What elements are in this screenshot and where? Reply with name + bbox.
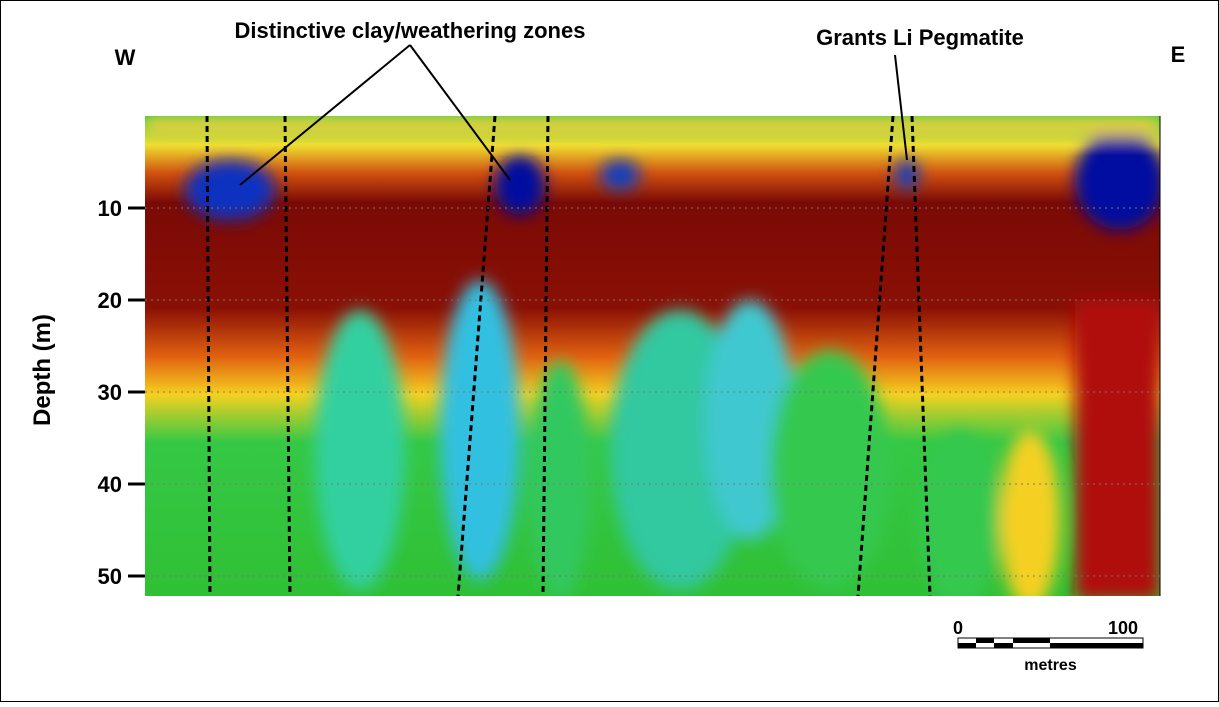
y-tick-label: 30 (98, 380, 122, 405)
axis-title: Depth (m) (29, 314, 56, 426)
scale-bar (957, 637, 1144, 649)
annotation: Grants Li Pegmatite (816, 25, 1024, 50)
scale-unit: metres (1024, 657, 1077, 674)
resistivity-section (145, 116, 1160, 596)
faults (205, 115, 932, 597)
y-tick-label: 40 (98, 472, 122, 497)
y-tick-label: 20 (98, 288, 122, 313)
east-label: E (1171, 42, 1186, 67)
y-tick-label: 10 (98, 196, 122, 221)
annotation: Distinctive clay/weathering zones (235, 18, 586, 43)
y-tick-label: 50 (98, 564, 122, 589)
west-label: W (115, 45, 136, 70)
scale-label: 100 (1108, 618, 1138, 638)
leaders (239, 44, 908, 186)
scale-label: 0 (953, 618, 963, 638)
